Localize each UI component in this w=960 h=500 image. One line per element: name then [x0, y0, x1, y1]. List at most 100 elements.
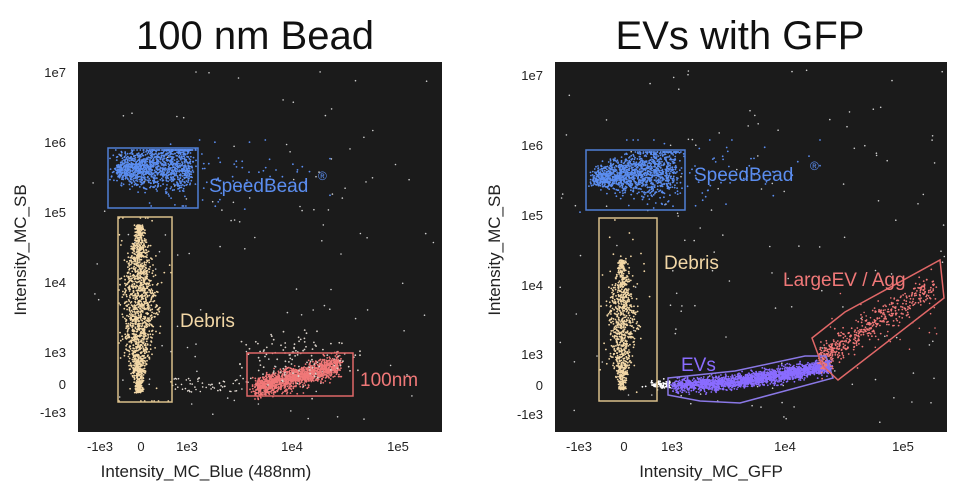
- background-event-left: [177, 386, 179, 389]
- point-debris-left: [151, 325, 154, 327]
- background-event-left: [186, 390, 189, 392]
- background-event-left: [201, 386, 204, 388]
- point-100nm-left: [288, 386, 291, 388]
- point-debris-left: [126, 314, 128, 317]
- point-100nm-left: [280, 384, 283, 386]
- point-100nm-left: [287, 379, 290, 382]
- background-event-left: [291, 358, 294, 361]
- point-100nm-left: [273, 367, 275, 370]
- point-speedbead-left: [180, 168, 183, 171]
- point-100nm-left: [282, 373, 284, 376]
- background-event-left: [238, 221, 241, 223]
- background-event-left: [97, 298, 100, 301]
- point-debris-left: [127, 322, 130, 325]
- point-debris-left: [146, 291, 149, 294]
- point-speedbead-left: [183, 166, 185, 169]
- point-speedbead-left: [135, 174, 138, 177]
- point-100nm-left: [289, 383, 292, 386]
- y-tick-1e5-left: 1e5: [44, 205, 66, 220]
- point-speedbead-left: [140, 183, 143, 186]
- point-speedbead-left: [159, 166, 162, 169]
- point-speedbead-left: [179, 182, 182, 185]
- point-100nm-left: [309, 375, 311, 377]
- point-debris-left: [143, 300, 145, 303]
- point-debris-left: [131, 358, 134, 361]
- background-event-left: [294, 355, 296, 357]
- point-debris-left: [150, 257, 152, 259]
- background-event-left: [330, 342, 332, 345]
- point-speedbead-left: [129, 156, 132, 159]
- point-debris-left: [139, 269, 142, 272]
- point-debris-left: [136, 262, 139, 265]
- point-speedbead-left: [163, 157, 166, 160]
- point-debris-left: [140, 390, 143, 392]
- point-debris-left: [139, 307, 142, 310]
- point-100nm-left: [249, 388, 251, 391]
- point-speedbead-left: [181, 149, 184, 151]
- point-debris-left: [141, 303, 144, 306]
- point-100nm-left: [322, 381, 325, 384]
- point-100nm-left: [328, 373, 331, 375]
- point-speedbead-left: [168, 164, 171, 167]
- point-debris-left: [119, 303, 122, 306]
- point-debris-left: [134, 296, 137, 299]
- x-tick-neg1e3-left: -1e3: [87, 439, 113, 454]
- point-100nm-left: [311, 373, 314, 376]
- background-event-left: [226, 397, 229, 399]
- point-100nm-left: [302, 392, 305, 394]
- point-debris-left: [128, 295, 131, 297]
- point-speedbead-left: [157, 162, 160, 165]
- point-speedbead-left: [120, 155, 123, 158]
- point-speedbead-left: [183, 157, 186, 159]
- point-100nm-left: [292, 382, 295, 385]
- point-debris-left: [125, 289, 127, 292]
- point-speedbead-left: [134, 174, 136, 177]
- point-speedbead-left: [127, 178, 129, 181]
- point-debris-left: [146, 302, 149, 305]
- point-speedbead-left: [129, 174, 131, 176]
- point-debris-left: [133, 330, 136, 333]
- point-speedbead-left: [174, 184, 177, 187]
- background-event-left: [349, 148, 351, 150]
- point-speedbead-left: [179, 174, 182, 177]
- background-event-left: [164, 234, 167, 236]
- point-speedbead-left: [182, 172, 184, 175]
- point-speedbead-left: [151, 164, 154, 167]
- point-speedbead-left: [109, 168, 112, 171]
- point-speedbead-left: [117, 168, 119, 171]
- background-event-left: [295, 288, 298, 290]
- point-debris-left: [150, 297, 153, 300]
- point-100nm-left: [299, 372, 302, 374]
- point-debris-left: [134, 305, 137, 307]
- point-100nm-left: [286, 370, 289, 373]
- point-100nm-left: [289, 379, 292, 382]
- background-event-left: [254, 340, 257, 343]
- point-debris-left: [128, 353, 131, 356]
- background-event-left: [213, 387, 216, 389]
- point-debris-left: [146, 294, 149, 297]
- point-100nm-left: [264, 386, 267, 389]
- point-speedbead-left: [243, 208, 246, 211]
- point-speedbead-left: [185, 180, 188, 183]
- point-speedbead-left: [136, 178, 139, 180]
- point-debris-left: [136, 382, 138, 384]
- point-debris-left: [139, 265, 141, 267]
- point-debris-left: [138, 236, 141, 239]
- point-speedbead-left: [182, 187, 185, 190]
- point-speedbead-left: [124, 152, 127, 155]
- background-event-left: [194, 386, 196, 388]
- point-100nm-left: [281, 392, 283, 395]
- point-speedbead-left: [153, 153, 155, 156]
- point-speedbead-left: [181, 205, 184, 207]
- point-debris-left: [147, 268, 150, 270]
- point-debris-left: [129, 296, 132, 299]
- point-speedbead-left: [169, 176, 172, 179]
- point-debris-left: [149, 309, 152, 311]
- point-debris-left: [133, 318, 136, 320]
- background-event-left: [245, 343, 248, 346]
- point-100nm-left: [312, 378, 315, 380]
- point-debris-left: [134, 311, 136, 314]
- point-100nm-left: [276, 381, 279, 384]
- background-event-left: [300, 314, 303, 316]
- background-event-left: [311, 358, 313, 361]
